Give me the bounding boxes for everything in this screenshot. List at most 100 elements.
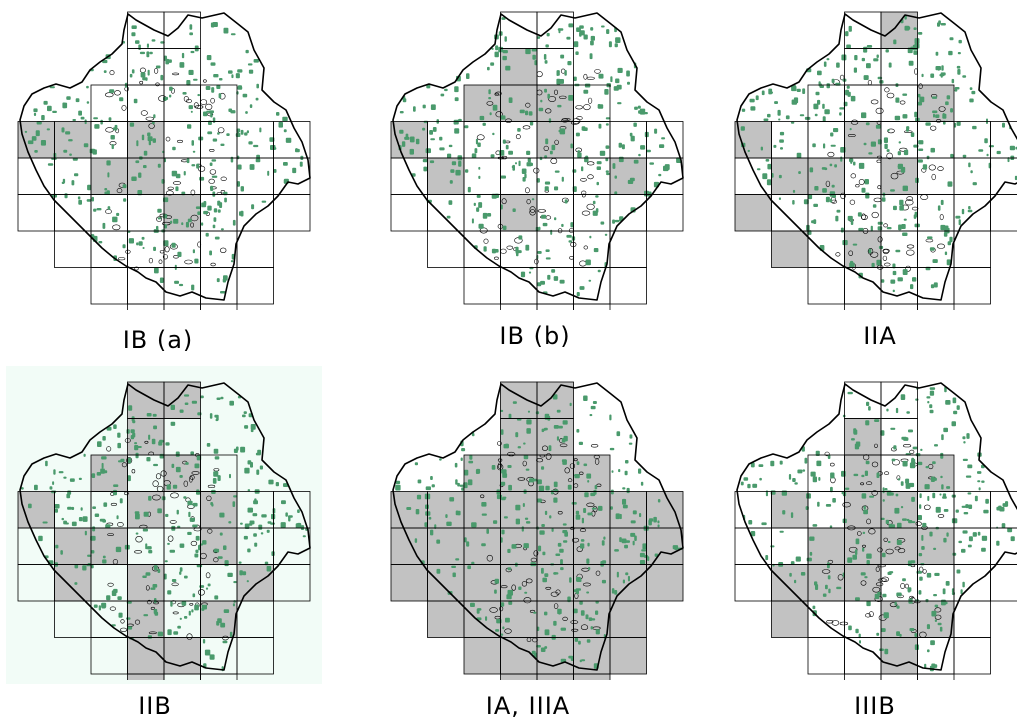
site-marker	[122, 184, 127, 189]
site-marker	[573, 76, 577, 81]
site-marker	[922, 164, 928, 170]
site-marker	[849, 128, 852, 131]
site-marker	[793, 97, 799, 104]
site-marker	[897, 277, 903, 282]
site-marker	[906, 411, 910, 414]
lake-outline	[190, 189, 196, 196]
lake-outline	[156, 485, 164, 493]
site-marker	[467, 565, 471, 570]
site-marker	[135, 532, 139, 535]
lake-outline	[536, 458, 544, 463]
site-marker	[210, 112, 213, 118]
site-marker	[131, 32, 136, 37]
site-marker	[146, 413, 152, 417]
lake-outline	[877, 185, 881, 190]
site-marker	[829, 191, 836, 197]
site-marker	[148, 140, 151, 146]
site-marker	[508, 413, 512, 419]
site-marker	[618, 142, 622, 148]
site-marker	[611, 588, 615, 594]
lake-outline	[185, 98, 192, 104]
site-marker	[765, 159, 770, 162]
site-marker	[94, 513, 100, 517]
site-marker	[278, 121, 283, 128]
site-marker	[839, 107, 845, 110]
site-marker	[422, 104, 426, 109]
site-marker	[470, 602, 475, 607]
site-marker	[517, 446, 521, 449]
site-marker	[188, 105, 193, 110]
site-marker	[836, 209, 841, 213]
site-marker	[55, 544, 59, 549]
site-marker	[136, 140, 139, 147]
site-marker	[564, 199, 568, 204]
site-marker	[191, 164, 196, 167]
site-marker	[261, 200, 267, 203]
lake-outline	[545, 108, 552, 114]
site-marker	[562, 459, 567, 465]
site-marker	[449, 497, 455, 502]
site-marker	[617, 102, 622, 105]
site-marker	[200, 395, 204, 399]
site-marker	[672, 545, 679, 550]
lake-outline	[889, 602, 898, 608]
site-marker	[918, 140, 924, 145]
site-marker	[52, 481, 55, 485]
site-marker	[968, 504, 973, 509]
site-marker	[579, 32, 582, 37]
site-marker	[189, 517, 195, 522]
site-marker	[276, 112, 280, 116]
site-marker	[919, 504, 922, 509]
site-marker	[507, 589, 513, 596]
lake-outline	[909, 449, 915, 454]
site-marker	[815, 584, 819, 590]
site-marker	[937, 67, 940, 71]
site-marker	[98, 605, 101, 611]
site-marker	[49, 486, 53, 490]
site-marker	[803, 199, 809, 205]
lake-outline	[918, 83, 923, 89]
site-marker	[175, 451, 180, 457]
site-marker	[458, 118, 462, 122]
site-marker	[933, 594, 937, 597]
site-marker	[570, 143, 573, 149]
grid-cell	[536, 267, 574, 305]
site-marker	[966, 433, 970, 439]
site-marker	[563, 540, 568, 543]
site-marker	[877, 76, 883, 80]
lake-outline	[205, 572, 211, 579]
lake-outline	[872, 586, 881, 593]
grid-cell	[163, 121, 201, 159]
lake-outline	[109, 70, 115, 76]
site-marker	[515, 162, 517, 165]
site-marker	[83, 143, 89, 148]
region-boundary	[392, 12, 684, 301]
site-marker	[941, 599, 946, 606]
lake-outline	[525, 578, 533, 584]
shaded-cell	[808, 528, 845, 565]
site-marker	[191, 609, 194, 613]
site-marker	[54, 504, 60, 509]
site-marker	[974, 495, 978, 502]
site-marker	[914, 38, 920, 44]
site-marker	[177, 625, 181, 629]
lake-outline	[145, 585, 150, 591]
lake-outline	[567, 478, 573, 483]
lake-outline	[876, 159, 882, 163]
lake-outline	[517, 477, 526, 481]
site-marker	[866, 600, 871, 607]
grid-cell	[127, 303, 165, 310]
site-marker	[118, 612, 123, 618]
site-marker	[895, 493, 899, 497]
site-marker	[165, 513, 169, 517]
site-marker	[914, 644, 919, 650]
shaded-cell	[537, 637, 574, 674]
site-marker	[165, 96, 168, 100]
lake-outline	[875, 582, 884, 587]
site-marker	[215, 418, 219, 422]
site-marker	[113, 489, 117, 496]
site-marker	[153, 114, 156, 119]
site-marker	[551, 269, 556, 273]
site-marker	[930, 284, 935, 289]
site-marker	[869, 495, 875, 498]
